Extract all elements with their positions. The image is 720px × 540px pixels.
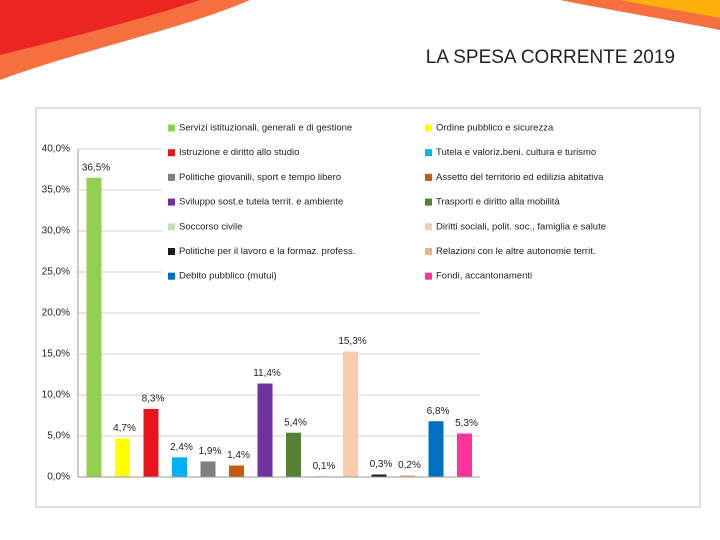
legend-label: Relazioni con le altre autonomie territ.	[436, 246, 595, 257]
bar	[286, 432, 301, 477]
legend-swatch	[168, 223, 175, 231]
plot: 0,0% 5,0% 10,0% 15,0% 20,0% 25,0% 30,0% 35,0% 40…	[42, 118, 642, 483]
legend-swatch	[425, 124, 432, 132]
y-tick-label: 40,0%	[42, 144, 70, 155]
bar	[172, 457, 187, 477]
bar	[428, 421, 444, 477]
decoration	[620, 0, 720, 18]
legend-label: Sviluppo sost.e tutela territ. e ambient…	[179, 197, 343, 208]
value-label: 5,4%	[284, 417, 307, 428]
bar	[457, 433, 472, 477]
bar	[143, 408, 159, 477]
value-label: 0,1%	[313, 461, 336, 472]
decoration	[0, 0, 200, 55]
bar	[86, 177, 102, 477]
y-tick-label: 30,0%	[42, 226, 70, 237]
y-tick-label: 0,0%	[47, 472, 70, 483]
value-label: 8,3%	[142, 394, 165, 405]
legend-label: Istruzione e diritto allo studio	[179, 147, 299, 158]
legend-label: Politiche giovanili, sport e tempo liber…	[179, 172, 341, 183]
legend-label: Tutela e valoriz.beni. cultura e turismo	[436, 147, 596, 158]
value-label: 15,3%	[338, 336, 366, 347]
legend-swatch	[168, 124, 175, 132]
legend-label: Diritti sociali, polit. soc., famiglia e…	[436, 221, 606, 232]
value-label: 11,4%	[253, 368, 281, 379]
legend-box	[162, 118, 642, 282]
bar	[115, 438, 130, 477]
legend-swatch	[168, 149, 175, 157]
legend-swatch	[168, 173, 175, 181]
legend-label: Trasporti e diritto alla mobilità	[436, 197, 560, 208]
bar	[257, 383, 273, 477]
y-tick-label: 5,0%	[47, 431, 70, 442]
y-tick-label: 20,0%	[42, 308, 70, 319]
value-label: 36,5%	[82, 162, 110, 173]
legend-label: Assetto del territorio ed edilizia abita…	[436, 172, 604, 183]
legend-label: Ordine pubblico e sicurezza	[436, 123, 554, 134]
y-tick-label: 10,0%	[42, 390, 70, 401]
value-label: 1,4%	[227, 450, 250, 461]
legend-swatch	[425, 173, 432, 181]
legend-label: Fondi, accantonamenti	[436, 271, 532, 282]
y-tick-label: 35,0%	[42, 185, 70, 196]
legend-swatch	[168, 198, 175, 206]
value-label: 4,7%	[113, 423, 136, 434]
value-label: 5,3%	[455, 418, 478, 429]
bar	[371, 474, 387, 477]
value-label: 1,9%	[199, 446, 222, 457]
legend-swatch	[168, 272, 175, 280]
value-label: 6,8%	[427, 406, 450, 417]
bar	[229, 465, 244, 477]
legend-label: Debito pubblico (mutui)	[179, 271, 277, 282]
legend-swatch	[168, 248, 175, 255]
legend-swatch	[425, 223, 432, 231]
bar	[400, 475, 415, 477]
value-label: 2,4%	[170, 442, 193, 453]
legend-label: Servizi istituzionali, generali e di ges…	[179, 123, 352, 134]
legend-swatch	[425, 272, 432, 280]
bar	[200, 461, 216, 477]
y-tick-label: 25,0%	[42, 267, 70, 278]
value-label: 0,3%	[370, 459, 393, 470]
legend-label: Soccorso civile	[179, 221, 242, 232]
y-tick-label: 15,0%	[42, 349, 70, 360]
chart-title: LA SPESA CORRENTE 2019	[426, 47, 675, 68]
legend-swatch	[425, 248, 432, 255]
legend-swatch	[425, 149, 432, 157]
value-label: 0,2%	[398, 460, 421, 471]
legend-swatch	[425, 198, 432, 206]
bar	[343, 351, 358, 477]
legend-label: Politiche per il lavoro e la formaz. pro…	[179, 246, 355, 257]
